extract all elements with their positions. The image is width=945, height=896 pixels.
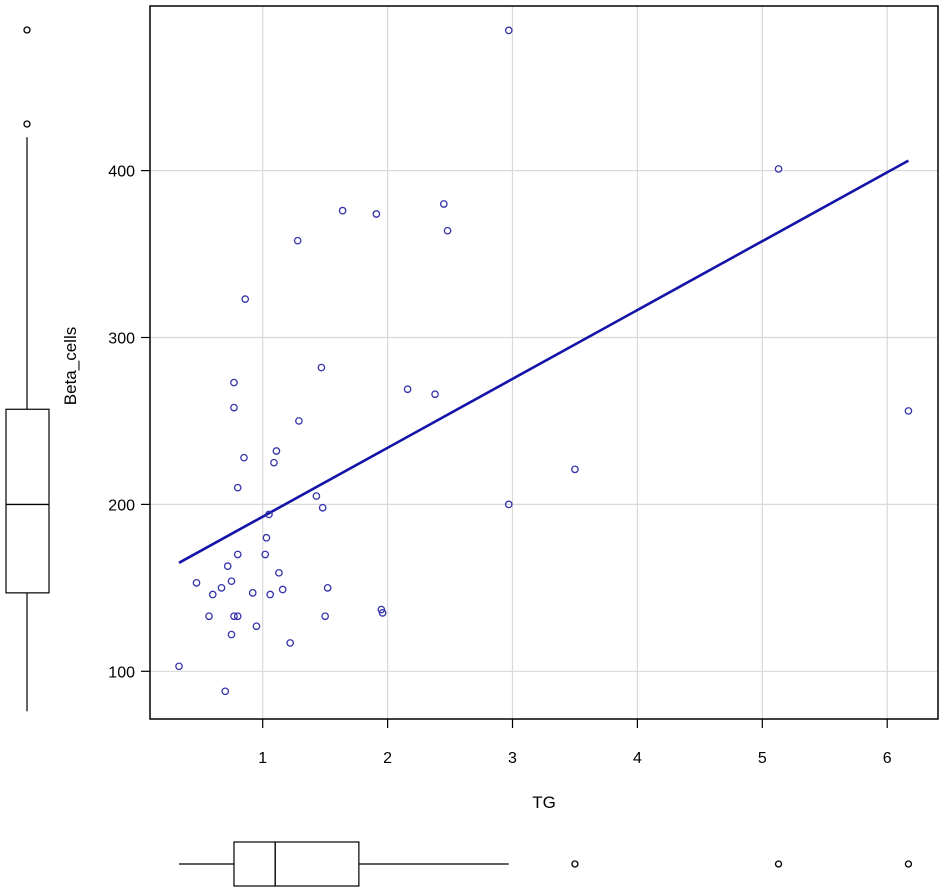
- data-point: [571, 465, 579, 474]
- data-point: [431, 390, 439, 399]
- data-point: [217, 583, 226, 592]
- data-point: [272, 447, 281, 455]
- data-point: [261, 550, 270, 559]
- data-point: [504, 500, 513, 509]
- data-point: [175, 662, 183, 671]
- outlier-point: [23, 120, 31, 128]
- fit-line: [178, 159, 910, 564]
- box: [233, 841, 360, 887]
- y-tick-label: 200: [108, 497, 135, 514]
- data-point: [318, 503, 327, 512]
- data-point: [230, 403, 238, 412]
- x-axis: 1 2 3 4 5 6: [258, 719, 892, 767]
- data-point: [240, 453, 248, 462]
- data-point: [321, 612, 329, 621]
- outlier-point: [571, 860, 579, 868]
- data-point: [208, 590, 217, 599]
- data-point: [317, 363, 326, 372]
- y-axis: 100 200 300 400: [108, 164, 150, 681]
- x-tick-label: 6: [883, 750, 892, 767]
- y-tick-label: 100: [108, 664, 135, 681]
- data-point: [248, 589, 257, 597]
- box: [5, 408, 50, 594]
- data-point: [278, 585, 287, 594]
- data-point: [252, 622, 261, 631]
- data-point: [227, 630, 236, 639]
- outlier-point: [774, 860, 783, 868]
- outlier-point: [904, 860, 913, 868]
- data-point: [377, 605, 386, 614]
- data-point: [904, 407, 913, 415]
- y-tick-label: 400: [108, 164, 135, 181]
- x-axis-label: TG: [532, 793, 556, 812]
- data-point: [227, 577, 236, 586]
- x-marginal-boxplot: [179, 841, 913, 887]
- data-point: [270, 458, 278, 467]
- data-point: [378, 609, 387, 617]
- data-point: [443, 226, 452, 235]
- data-point: [241, 295, 250, 303]
- data-point: [233, 612, 242, 621]
- data-point: [223, 562, 232, 571]
- data-point: [192, 578, 201, 587]
- data-point: [338, 206, 347, 215]
- data-point: [286, 639, 295, 647]
- x-tick-label: 4: [633, 750, 642, 767]
- data-point: [233, 483, 242, 492]
- data-point: [266, 590, 275, 599]
- data-point: [275, 568, 283, 577]
- y-tick-label: 300: [108, 331, 135, 348]
- data-point: [230, 378, 238, 387]
- data-point: [372, 210, 381, 218]
- data-point: [504, 26, 513, 35]
- data-point: [293, 236, 302, 245]
- data-point: [233, 550, 242, 559]
- y-axis-label: Beta_cells: [61, 327, 80, 405]
- data-point: [265, 510, 273, 519]
- data-point: [262, 533, 271, 542]
- data-point: [312, 492, 321, 500]
- data-point: [323, 583, 332, 592]
- outlier-point: [23, 26, 31, 34]
- data-point: [295, 417, 303, 425]
- data-point: [774, 165, 783, 173]
- y-marginal-boxplot: [5, 26, 50, 712]
- x-tick-label: 1: [258, 750, 267, 767]
- data-point: [221, 687, 230, 696]
- x-tick-label: 5: [758, 750, 767, 767]
- regression-line: [178, 159, 910, 564]
- data-point: [439, 200, 448, 208]
- grid-lines: [150, 6, 938, 719]
- data-point: [230, 612, 238, 621]
- data-points: [175, 26, 913, 696]
- x-tick-label: 2: [383, 750, 392, 767]
- data-point: [403, 385, 412, 394]
- x-tick-label: 3: [508, 750, 517, 767]
- plot-frame: [149, 5, 939, 720]
- data-point: [205, 612, 213, 621]
